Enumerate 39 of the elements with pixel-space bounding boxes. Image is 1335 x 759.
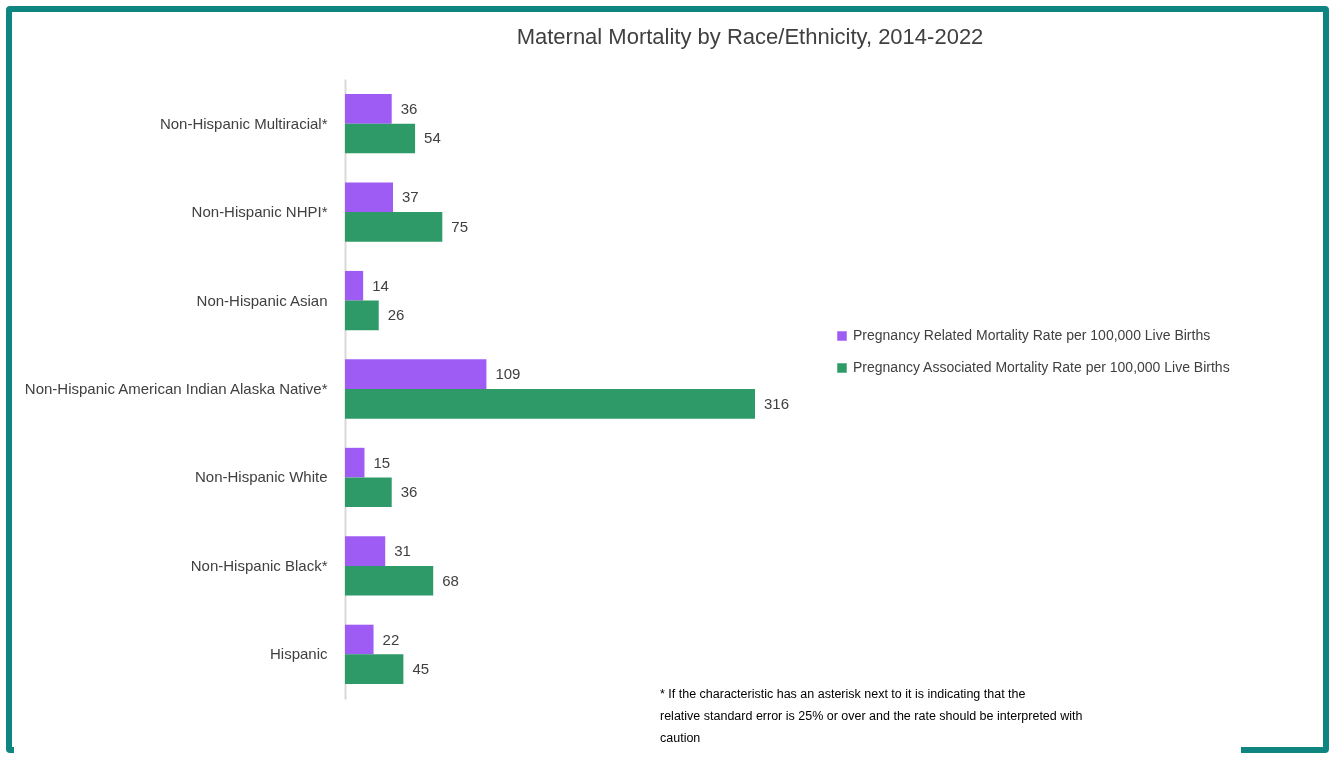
data-label: 45 <box>412 660 430 678</box>
bar <box>345 624 374 655</box>
bar <box>345 654 404 684</box>
bar <box>345 94 392 124</box>
data-label: 75 <box>451 217 468 235</box>
bar <box>345 270 364 301</box>
bar <box>345 123 416 154</box>
chart-title: Maternal Mortality by Race/Ethnicity, 2014-2022 <box>516 24 984 49</box>
y-tick-label: Hispanic <box>269 645 328 663</box>
bar <box>345 359 487 389</box>
bar <box>345 182 394 213</box>
data-label: 316 <box>764 394 790 412</box>
data-label: 54 <box>424 129 441 147</box>
y-tick-label: Non-Hispanic NHPI* <box>191 203 328 221</box>
legend-label: Pregnancy Related Mortality Rate per 100,000 Live Births <box>853 327 1211 343</box>
y-tick-label: Non-Hispanic White <box>194 468 328 486</box>
data-label: 26 <box>387 306 405 324</box>
y-tick-label: Non-Hispanic Black* <box>190 556 328 574</box>
data-label: 15 <box>373 453 391 471</box>
data-label: 14 <box>372 276 389 294</box>
data-label: 36 <box>400 99 418 117</box>
bar <box>345 536 386 566</box>
data-label: 22 <box>382 630 400 648</box>
bar <box>345 300 379 331</box>
data-label: 36 <box>400 483 418 501</box>
bar <box>345 477 392 508</box>
data-label: 68 <box>442 571 459 589</box>
data-label: 31 <box>394 542 411 560</box>
legend-label: Pregnancy Associated Mortality Rate per 100,000 Live Births <box>853 359 1230 375</box>
y-tick-label: Non-Hispanic Multiracial* <box>159 114 328 132</box>
data-label: 109 <box>495 365 521 383</box>
bar <box>345 389 755 419</box>
data-label: 37 <box>402 188 419 206</box>
bar <box>345 565 434 596</box>
bar <box>345 447 365 478</box>
annotation: * If the characteristic has an asterisk next to it is indicating that the relative standard error is 25% or over and the rate should be interpreted with caution <box>660 687 1083 745</box>
y-tick-label: Non-Hispanic American Indian Alaska Native* <box>24 380 328 397</box>
y-tick-label: Non-Hispanic Asian <box>196 291 328 309</box>
bar <box>345 212 443 242</box>
